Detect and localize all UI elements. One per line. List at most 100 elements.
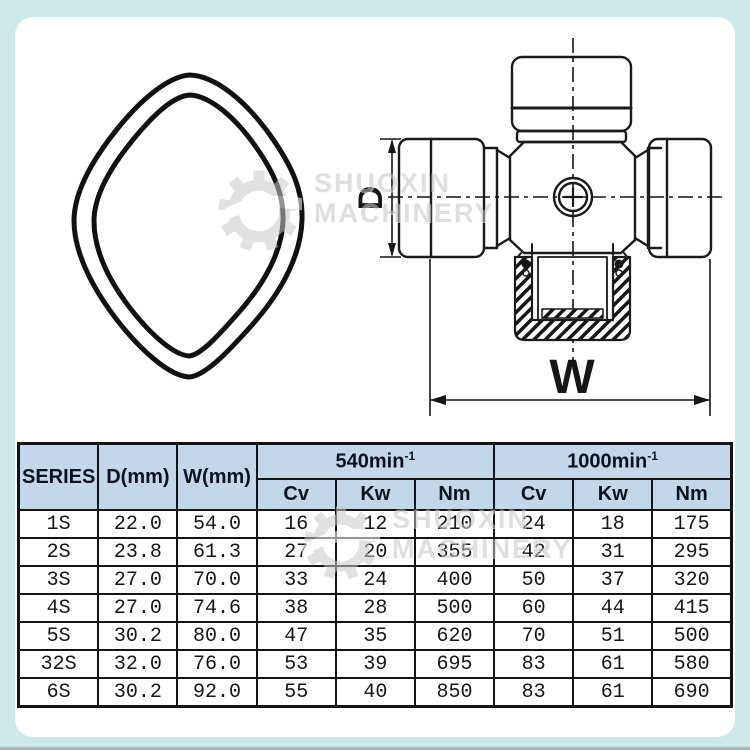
seal-detail xyxy=(614,259,624,269)
table-cell: 80.0 xyxy=(176,621,258,651)
arrow-up-icon xyxy=(388,139,396,153)
table-cell: 27.0 xyxy=(97,565,179,595)
table-row: 2S 23.8 61.3 27 20 355 42 31 295 xyxy=(17,537,733,567)
table-cell: 30.2 xyxy=(97,677,179,708)
tube-inner-wall xyxy=(91,92,286,359)
table-cell: 2S xyxy=(17,537,100,567)
table-cell: 47 xyxy=(255,621,337,651)
table-cell: 32S xyxy=(17,649,100,679)
table-cell: 37 xyxy=(572,565,654,595)
col-header-kw: Kw xyxy=(572,478,654,511)
table-cell: 38 xyxy=(255,593,337,623)
col-header-series: SERIES xyxy=(17,442,100,511)
bottom-edge xyxy=(0,747,750,750)
arrow-left-icon xyxy=(430,395,446,405)
table-cell: 76.0 xyxy=(176,649,258,679)
spec-table-body: 1S 22.0 54.0 16 12 210 24 18 175 2S 23.8 61.3 27 20 35… xyxy=(17,509,733,708)
table-cell: 3S xyxy=(17,565,100,595)
superscript: -1 xyxy=(404,449,416,464)
table-cell: 33 xyxy=(255,565,337,595)
table-cell: 500 xyxy=(413,593,496,623)
table-cell: 620 xyxy=(413,621,496,651)
dimension-d xyxy=(380,138,401,258)
table-cell: 850 xyxy=(413,677,496,708)
table-cell: 355 xyxy=(413,537,496,567)
table-cell: 61.3 xyxy=(176,537,258,567)
dimension-w-label: W xyxy=(549,351,595,404)
universal-joint-drawing: D W xyxy=(352,38,726,416)
col-header-kw: Kw xyxy=(334,478,416,511)
col-group-540rpm: 540min-1 xyxy=(255,442,496,480)
grease-fitting-icon xyxy=(562,186,584,208)
table-row: 6S 30.2 92.0 55 40 850 83 61 690 xyxy=(17,677,733,708)
centerlines xyxy=(388,38,726,362)
arrow-down-icon xyxy=(388,243,396,257)
table-cell: 55 xyxy=(255,677,337,708)
bottom-bearing-cup-section xyxy=(513,243,632,342)
dimension-d-label: D xyxy=(352,186,390,211)
table-cell: 500 xyxy=(651,621,733,651)
col-group-1000rpm: 1000min-1 xyxy=(493,442,733,480)
col-header-nm: Nm xyxy=(413,478,496,511)
table-cell: 24 xyxy=(493,509,575,539)
dimension-w xyxy=(429,259,711,416)
table-cell: 92.0 xyxy=(176,677,258,708)
table-cell: 61 xyxy=(572,677,654,708)
table-cell: 50 xyxy=(493,565,575,595)
table-cell: 44 xyxy=(572,593,654,623)
table-cell: 695 xyxy=(413,649,496,679)
table-cell: 18 xyxy=(572,509,654,539)
table-row: 4S 27.0 74.6 38 28 500 60 44 415 xyxy=(17,593,733,623)
table-cell: 53 xyxy=(255,649,337,679)
table-cell: 295 xyxy=(651,537,733,567)
lemon-tube-profile-drawing xyxy=(71,72,305,380)
table-cell: 1S xyxy=(17,509,100,539)
table-cell: 61 xyxy=(572,649,654,679)
table-cell: 60 xyxy=(493,593,575,623)
table-cell: 32.0 xyxy=(97,649,179,679)
table-header-sub-row: Cv Kw Nm Cv Kw Nm xyxy=(19,478,733,511)
spec-table: SERIES D(mm) W(mm) 540min-1 1000min-1 Cv… xyxy=(17,442,733,708)
top-bearing-cup xyxy=(510,55,633,144)
table-cell: 30.2 xyxy=(97,621,179,651)
table-row: 32S 32.0 76.0 53 39 695 83 61 580 xyxy=(17,649,733,679)
table-cell: 54.0 xyxy=(176,509,258,539)
table-cell: 580 xyxy=(651,649,733,679)
col-header-d: D(mm) xyxy=(97,442,179,511)
table-cell: 74.6 xyxy=(176,593,258,623)
table-cell: 320 xyxy=(651,565,733,595)
seal-detail xyxy=(521,259,531,269)
table-header-group-row: SERIES D(mm) W(mm) 540min-1 1000min-1 xyxy=(17,442,733,511)
table-cell: 175 xyxy=(651,509,733,539)
table-cell: 70 xyxy=(493,621,575,651)
arrow-right-icon xyxy=(694,395,710,405)
table-cell: 27.0 xyxy=(97,593,179,623)
table-cell: 51 xyxy=(572,621,654,651)
table-cell: 5S xyxy=(17,621,100,651)
left-bearing-cup xyxy=(397,137,512,259)
table-row: 1S 22.0 54.0 16 12 210 24 18 175 xyxy=(17,509,733,539)
table-cell: 39 xyxy=(334,649,416,679)
table-row: 5S 30.2 80.0 47 35 620 70 51 500 xyxy=(17,621,733,651)
tube-outer-wall xyxy=(71,72,305,380)
col-header-cv: Cv xyxy=(493,478,575,511)
table-row: 3S 27.0 70.0 33 24 400 50 37 320 xyxy=(17,565,733,595)
table-cell: 40 xyxy=(334,677,416,708)
table-cell: 690 xyxy=(651,677,733,708)
table-cell: 70.0 xyxy=(176,565,258,595)
table-cell: 42 xyxy=(493,537,575,567)
table-cell: 12 xyxy=(334,509,416,539)
col-header-nm: Nm xyxy=(651,478,733,511)
table-cell: 16 xyxy=(255,509,337,539)
table-cell: 27 xyxy=(255,537,337,567)
table-cell: 400 xyxy=(413,565,496,595)
table-cell: 4S xyxy=(17,593,100,623)
table-cell: 23.8 xyxy=(97,537,179,567)
table-cell: 22.0 xyxy=(97,509,179,539)
table-cell: 415 xyxy=(651,593,733,623)
col-header-w: W(mm) xyxy=(176,442,258,511)
table-cell: 83 xyxy=(493,677,575,708)
table-cell: 35 xyxy=(334,621,416,651)
right-bearing-cup xyxy=(633,137,713,259)
